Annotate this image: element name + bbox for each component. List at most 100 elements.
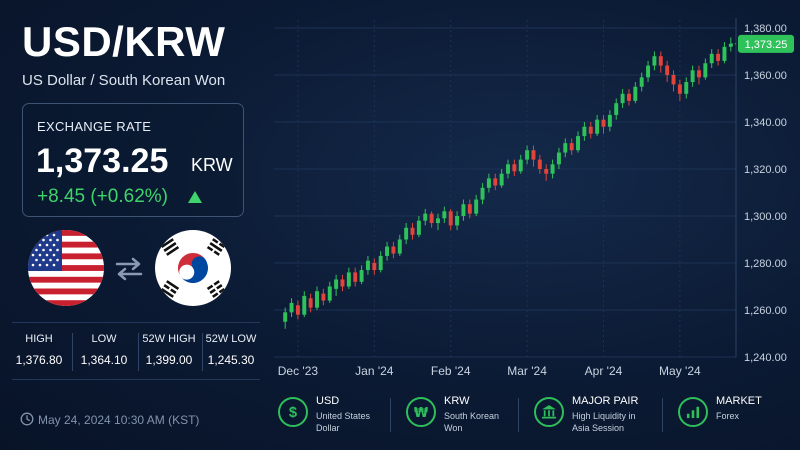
candle	[665, 65, 670, 75]
feature-title: MARKET	[716, 395, 762, 407]
chart-canvas: 1,240.00 1,260.00 1,280.00 1,300.00 1,320.00…	[274, 18, 794, 378]
stat-label: 52W HIGH	[142, 333, 196, 345]
candle	[404, 227, 409, 240]
feature-title: MAJOR PAIR	[572, 395, 639, 407]
timestamp: May 24, 2024 10:30 AM (KST)	[38, 413, 200, 427]
x-tick-label: May '24	[659, 364, 701, 378]
candle	[614, 103, 619, 115]
candle	[429, 213, 434, 224]
candle	[461, 204, 466, 216]
candle	[677, 84, 682, 94]
candle	[639, 77, 644, 87]
candle	[435, 218, 440, 224]
candle	[295, 305, 300, 315]
candle	[499, 173, 504, 186]
feature-krw: ₩ KRW South Korean Won	[406, 395, 516, 439]
candle	[378, 255, 383, 271]
y-tick-label: 1,300.00	[744, 211, 787, 223]
candle	[346, 272, 351, 287]
rate-value: 1,373.25	[36, 142, 169, 180]
candle	[595, 119, 600, 134]
swap-icon	[115, 257, 143, 281]
dollar-icon: $	[278, 397, 308, 427]
x-tick-label: Feb '24	[431, 364, 471, 378]
x-tick-label: Dec '23	[278, 364, 319, 378]
stat-value: 1,364.10	[80, 353, 128, 367]
y-tick-label: 1,280.00	[744, 258, 787, 270]
candle	[525, 150, 530, 160]
candle	[716, 53, 721, 61]
candle	[550, 164, 555, 174]
svg-text:$: $	[289, 405, 297, 421]
feature-title: USD	[316, 395, 340, 407]
candle	[697, 70, 701, 78]
won-icon: ₩	[406, 397, 436, 427]
candle	[480, 187, 485, 200]
candle	[372, 263, 377, 271]
candle	[353, 272, 358, 282]
candle	[289, 302, 294, 313]
divider	[202, 333, 203, 371]
bank-icon	[534, 397, 564, 427]
x-tick-label: Mar '24	[507, 364, 547, 378]
feature-usd: $ USD United States Dollar	[278, 395, 388, 439]
current-price-tag	[738, 34, 794, 53]
feature-bar: $ USD United States Dollar ₩ KRW South K…	[262, 390, 800, 450]
bar-chart-icon	[678, 397, 708, 427]
feature-market: MARKET Forex	[678, 395, 788, 439]
candle	[563, 143, 568, 153]
candle	[569, 143, 574, 151]
kr-flag-icon	[155, 230, 231, 306]
exchange-rate-card: EXCHANGE RATE 1,373.25 KRW +8.45 (+0.62%…	[22, 103, 244, 217]
candle	[397, 239, 402, 254]
candle	[658, 56, 663, 66]
y-tick-label: 1,240.00	[744, 352, 787, 364]
svg-text:₩: ₩	[414, 406, 429, 421]
divider	[72, 333, 73, 371]
candle	[302, 295, 307, 315]
candle	[321, 293, 326, 301]
candle	[448, 211, 453, 226]
candle	[416, 220, 421, 235]
y-tick-label: 1,380.00	[744, 23, 787, 35]
candle	[385, 246, 390, 256]
candle	[315, 291, 319, 308]
stat-label: HIGH	[25, 333, 53, 345]
divider	[518, 398, 519, 432]
candle	[709, 53, 714, 64]
feature-desc: United States Dollar	[316, 411, 371, 433]
candle	[588, 126, 593, 134]
stat-52w-low: 52W LOW 1,245.30	[202, 333, 260, 367]
feature-desc: Forex	[716, 411, 740, 421]
stat-label: 52W LOW	[205, 333, 257, 345]
rate-change: +8.45 (+0.62%)	[37, 186, 168, 207]
candle	[410, 227, 415, 235]
candle	[283, 312, 288, 322]
stat-52w-high: 52W HIGH 1,399.00	[138, 333, 200, 367]
candle	[391, 246, 396, 254]
candle	[601, 119, 606, 127]
stat-low: LOW 1,364.10	[74, 333, 134, 367]
feature-major-pair: MAJOR PAIR High Liquidity in Asia Sessio…	[534, 395, 664, 439]
candle	[544, 169, 549, 174]
current-price-label: 1,373.25	[745, 39, 788, 51]
candle	[518, 159, 523, 172]
candle	[506, 164, 510, 174]
x-tick-label: Jan '24	[355, 364, 394, 378]
clock-icon	[20, 412, 34, 426]
y-tick-label: 1,260.00	[744, 305, 787, 317]
summary-panel: USD/KRW US Dollar / South Korean Won EXC…	[0, 0, 262, 450]
candle	[308, 298, 313, 308]
stat-label: LOW	[91, 333, 117, 345]
candle	[556, 152, 561, 165]
stat-high: HIGH 1,376.80	[12, 333, 66, 367]
pair-title: USD/KRW	[22, 18, 226, 65]
candle	[486, 178, 491, 188]
candle	[728, 43, 733, 47]
candle	[722, 46, 727, 61]
candle	[633, 86, 638, 101]
divider	[138, 333, 139, 371]
candle	[340, 279, 345, 287]
stat-value: 1,245.30	[207, 353, 255, 367]
candle	[531, 150, 536, 160]
